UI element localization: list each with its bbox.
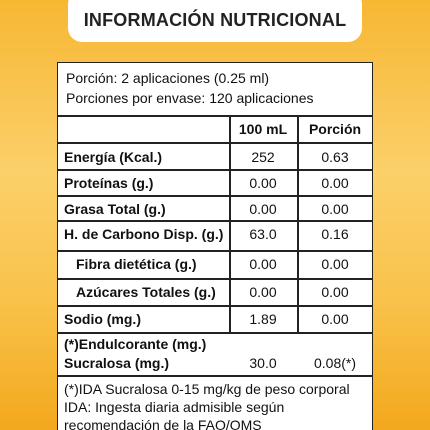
cell: 1.89 [249, 311, 277, 327]
row-label: Proteínas (g.) [64, 175, 154, 191]
cell: 0.00 [321, 256, 349, 272]
cell: 0.00 [249, 256, 277, 272]
cell: 0.00 [249, 201, 277, 217]
cell: 0.00 [321, 311, 349, 327]
sweetener-label: Sucralosa (mg.) [64, 355, 170, 371]
portion-line: Porciones por envase: 120 aplicaciones [66, 90, 314, 106]
cell: 0.00 [249, 175, 277, 191]
rule [57, 169, 373, 171]
cell: 30.0 [249, 355, 277, 371]
rule [57, 278, 373, 280]
row-label: H. de Carbono Disp. (g.) [64, 226, 224, 242]
cell: 252 [251, 149, 275, 165]
rule [229, 115, 231, 332]
nutrition-table [57, 62, 373, 430]
cell: 0.00 [321, 201, 349, 217]
title-banner [68, 0, 362, 42]
footnote: recomendación de la FAO/OMS [64, 417, 262, 430]
footnote: (*)IDA Sucralosa 0-15 mg/kg de peso corp… [64, 381, 350, 397]
title: INFORMACIÓN NUTRICIONAL [83, 10, 347, 30]
row-label: Grasa Total (g.) [64, 201, 166, 217]
sweetener-heading: (*)Endulcorante (mg.) [64, 336, 207, 352]
cell: 0.00 [249, 284, 277, 300]
cell: 0.08(*) [313, 355, 357, 371]
rule [57, 142, 373, 144]
row-label: Azúcares Totales (g.) [76, 284, 216, 300]
column-header: Porción [308, 121, 362, 137]
cell: 0.00 [321, 175, 349, 191]
column-header: 100 mL [238, 121, 288, 137]
row-label: Sodio (mg.) [64, 311, 141, 327]
rule [57, 220, 373, 222]
footnote: IDA: Ingesta diaria admisible según [64, 399, 285, 415]
rule [57, 250, 373, 252]
rule [57, 332, 373, 334]
rule [57, 305, 373, 307]
row-label: Fibra dietética (g.) [76, 256, 197, 272]
rule [57, 195, 373, 197]
rule [57, 115, 373, 117]
rule [57, 375, 373, 377]
cell: 0.63 [321, 149, 349, 165]
portion-line: Porción: 2 aplicaciones (0.25 ml) [66, 70, 270, 86]
row-label: Energía (Kcal.) [64, 149, 163, 165]
cell: 0.00 [321, 284, 349, 300]
cell: 63.0 [249, 226, 277, 242]
cell: 0.16 [321, 226, 349, 242]
rule [297, 115, 299, 332]
